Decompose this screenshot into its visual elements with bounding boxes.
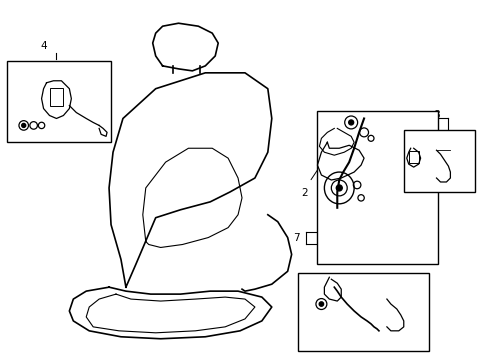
Text: 7: 7 — [292, 233, 299, 243]
Circle shape — [348, 120, 353, 125]
Text: 5: 5 — [298, 292, 305, 302]
Bar — [403, 130, 474, 192]
Text: 1: 1 — [452, 137, 459, 147]
Text: 6: 6 — [341, 234, 347, 243]
Text: 8: 8 — [432, 111, 439, 121]
Bar — [408, 151, 418, 163]
Text: 4: 4 — [40, 41, 47, 51]
Bar — [317, 111, 438, 264]
Text: 3: 3 — [374, 163, 381, 173]
Circle shape — [21, 123, 26, 127]
Bar — [49, 88, 63, 105]
Circle shape — [336, 185, 342, 191]
Bar — [323, 231, 333, 243]
Bar — [297, 273, 427, 351]
Text: 2: 2 — [301, 188, 307, 198]
Text: 3: 3 — [380, 188, 387, 198]
Circle shape — [319, 302, 323, 306]
Bar — [7, 61, 111, 142]
